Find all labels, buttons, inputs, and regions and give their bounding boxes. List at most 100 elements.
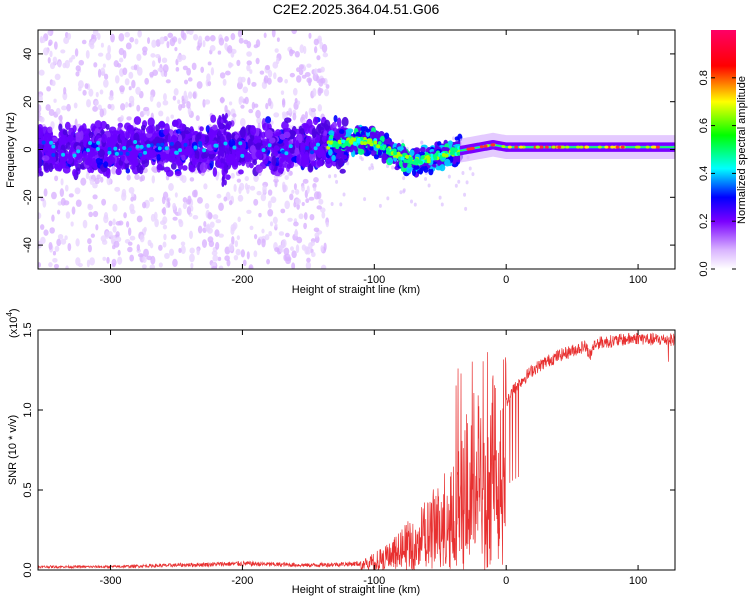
spectrogram-noise-blob (86, 259, 90, 268)
spectrogram-noise-blob (143, 248, 149, 258)
spectrogram-band-blob (164, 123, 170, 134)
spectrogram-noise-blob (320, 66, 325, 73)
spectrogram-peak-blob (122, 145, 127, 150)
spectrogram-noise-blob (284, 200, 291, 210)
snr-xlabel: Height of straight line (km) (292, 584, 420, 596)
spectrogram-peak-blob (377, 141, 382, 146)
spectrogram-band-blob (81, 123, 87, 132)
spectrogram-peak-blob (261, 148, 266, 153)
spectrogram-noise-blob (53, 98, 57, 103)
spectrogram-noise-blob (60, 178, 64, 186)
snr-y-ticks: 0.0 0.5 1.0 1.5 (22, 322, 675, 578)
spectrogram-noise-blob (386, 164, 390, 169)
spectrogram-noise-blob (128, 71, 134, 79)
spectrogram-noise-blob (80, 177, 87, 186)
spectrogram-noise-blob (325, 84, 330, 89)
spectrogram-peak-blob (352, 137, 357, 142)
spectrogram-band-blob (217, 130, 221, 137)
spectrogram-noise-blob (238, 37, 244, 44)
spectrogram-noise-blob (149, 264, 156, 269)
spectrogram-band-blob (315, 124, 322, 136)
spectrogram-noise-blob (283, 254, 287, 262)
spectrogram-noise-blob (155, 53, 161, 59)
spectrogram-band-blob (239, 127, 246, 139)
spectrogram-noise-blob (294, 188, 300, 195)
spectrogram-peak-blob (544, 145, 549, 149)
spectrogram-noise-blob (94, 100, 99, 106)
spectrogram-noise-blob (129, 203, 135, 212)
spectrogram-band-blob (227, 124, 231, 131)
spectrogram-band-blob (384, 132, 390, 139)
spectrogram-noise-blob (266, 258, 271, 265)
spectrogram-noise-blob (92, 210, 99, 218)
spectrogram-band-blob (43, 162, 50, 172)
spectrogram-noise-blob (129, 254, 134, 262)
spectrogram-band-blob (191, 158, 199, 165)
spectrogram-band-blob (49, 154, 57, 164)
spectrogram-noise-blob (180, 30, 185, 39)
spectrogram-noise-blob (284, 175, 289, 180)
spectrogram-noise-blob (270, 120, 274, 125)
spectrogram-band-blob (40, 135, 47, 142)
spectrogram-noise-blob (232, 222, 238, 230)
spectrogram-marks (38, 30, 675, 269)
spectrogram-peak-blob (174, 150, 179, 155)
spectrogram-noise-blob (237, 216, 241, 223)
spectrogram-y-tick-label: -20 (22, 189, 34, 205)
spectrogram-band-blob (72, 168, 77, 177)
spectrogram-noise-blob (112, 226, 117, 233)
spectrogram-band-blob (188, 164, 195, 172)
spectrogram-y-ticks: -40 -20 0 20 40 (22, 48, 675, 253)
spectrogram-noise-blob (182, 202, 187, 210)
spectrogram-noise-blob (223, 196, 228, 202)
spectrogram-noise-blob (321, 264, 327, 269)
spectrogram-noise-blob (346, 161, 350, 166)
spectrogram-noise-blob (310, 251, 316, 258)
spectrogram-noise-blob (368, 166, 372, 171)
spectrogram-noise-blob (204, 99, 211, 105)
spectrogram-noise-blob (312, 87, 317, 97)
spectrogram-noise-blob (125, 221, 130, 228)
spectrogram-noise-blob (149, 94, 154, 102)
spectrogram-noise-blob (66, 103, 71, 112)
spectrogram-noise-blob (118, 57, 124, 63)
spectrogram-band-blob (308, 151, 317, 161)
spectrogram-noise-blob (81, 39, 87, 45)
spectrogram-peak-blob (576, 145, 581, 149)
spectrogram-noise-blob (97, 52, 104, 57)
spectrogram-band-blob (420, 166, 426, 171)
colorbar-ticks: 0.0 0.2 0.4 0.6 0.8 (698, 70, 736, 277)
spectrogram-noise-blob (59, 188, 65, 197)
spectrogram-noise-blob (363, 197, 367, 202)
spectrogram-noise-blob (289, 246, 294, 251)
spectrogram-band-blob (62, 166, 71, 174)
spectrogram-band-blob (218, 115, 222, 122)
spectrogram-noise-blob (52, 257, 58, 263)
spectrogram-noise-blob (84, 83, 89, 89)
spectrogram-band-blob (279, 156, 285, 163)
spectrogram-band-blob (249, 125, 257, 136)
spectrogram-noise-blob (255, 109, 261, 119)
spectrogram-peak-blob (373, 140, 378, 145)
spectrogram-noise-blob (128, 186, 135, 194)
spectrogram-noise-blob (141, 264, 147, 269)
spectrogram-noise-blob (310, 241, 315, 247)
spectrogram-peak-blob (379, 145, 384, 150)
spectrogram-band-blob (297, 133, 303, 144)
spectrogram-band-blob (235, 150, 240, 162)
spectrogram-noise-blob (67, 242, 72, 252)
spectrogram-noise-blob (97, 68, 102, 78)
spectrogram-noise-blob (51, 191, 57, 200)
spectrogram-band-blob (139, 133, 146, 142)
spectrogram-noise-blob (162, 216, 168, 224)
spectrogram-noise-blob (134, 174, 140, 180)
spectrogram-noise-blob (151, 60, 156, 68)
spectrogram-peak-blob (232, 145, 237, 150)
spectrogram-band-blob (51, 136, 59, 143)
colorbar-tick-label: 0.4 (698, 166, 710, 181)
spectrogram-band-blob (211, 124, 218, 131)
spectrogram-noise-blob (293, 183, 297, 191)
spectrogram-peak-blob (610, 145, 615, 149)
spectrogram-noise-blob (306, 257, 311, 263)
spectrogram-noise-blob (262, 184, 267, 194)
